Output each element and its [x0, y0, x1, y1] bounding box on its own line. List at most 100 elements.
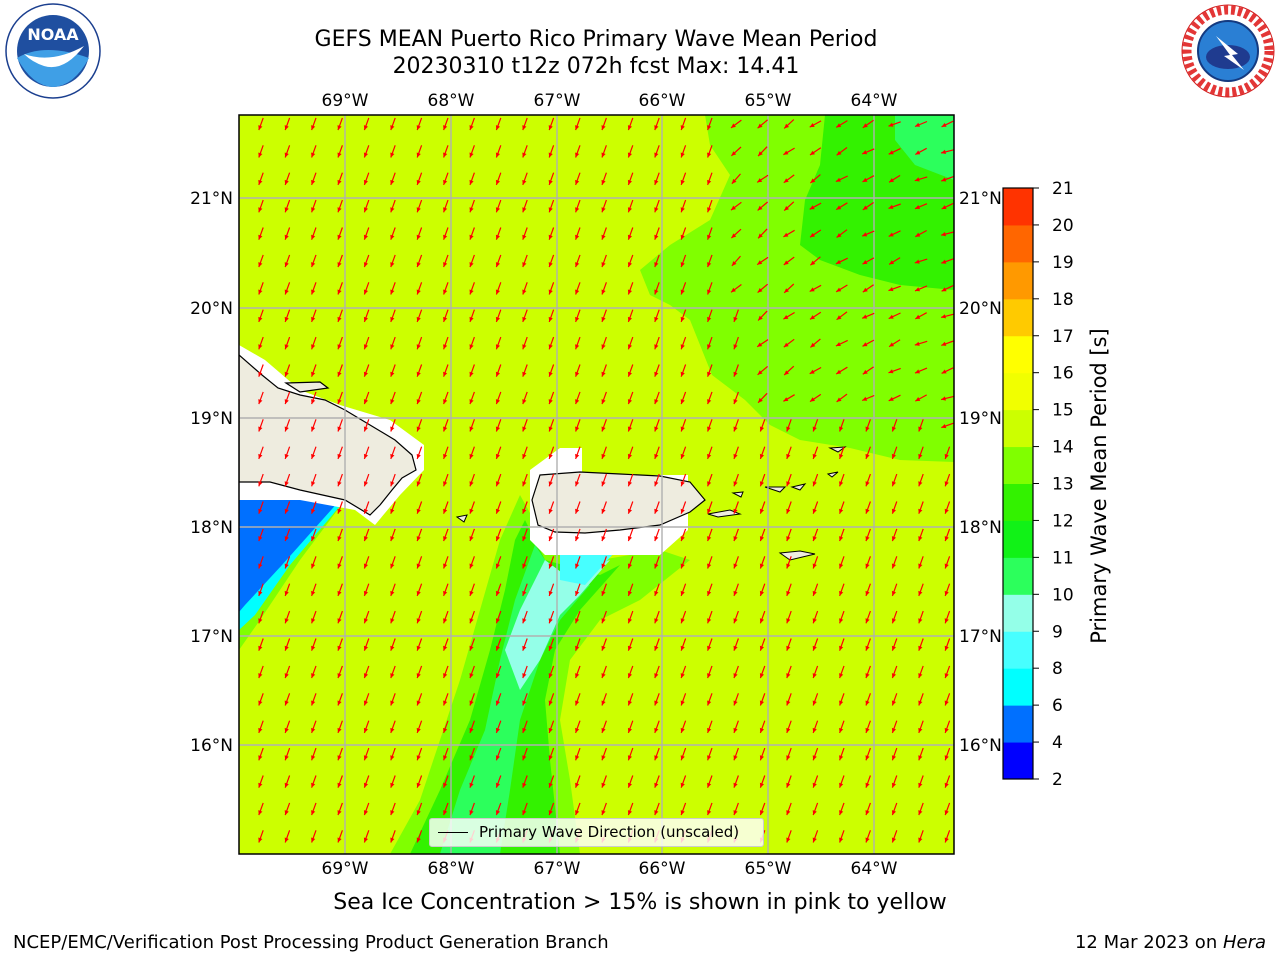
wave-direction-arrowhead [733, 618, 738, 624]
wave-direction-arrowhead [416, 727, 421, 733]
wave-direction-arrowhead [284, 673, 289, 679]
wave-direction-arrowhead [258, 755, 263, 761]
wave-direction-arrowhead [944, 590, 949, 596]
wave-direction-arrowhead [941, 314, 946, 319]
wave-direction-arrowhead [363, 179, 368, 185]
wave-direction-arrowhead [469, 700, 474, 706]
wave-direction-arrowhead [733, 673, 738, 679]
wave-direction-arrowhead [944, 810, 949, 816]
wave-direction-arrowhead [627, 125, 632, 131]
wave-direction-arrowhead [495, 399, 500, 405]
wave-direction-arrowhead [891, 453, 896, 459]
wave-direction-arrowhead [707, 810, 712, 816]
wave-direction-arrowhead [390, 590, 395, 596]
wave-direction-arrowhead [284, 508, 289, 514]
wave-direction-arrowhead [495, 727, 500, 733]
wave-direction-arrowhead [654, 563, 659, 569]
wave-direction-arrowhead [443, 727, 448, 733]
wave-direction-arrowhead [707, 727, 712, 733]
wave-direction-arrowhead [363, 810, 368, 816]
wave-direction-arrowhead [363, 426, 368, 432]
colorbar-swatch [1003, 520, 1033, 558]
wave-direction-arrowhead [759, 536, 764, 542]
wave-direction-arrowhead [759, 508, 764, 514]
wave-direction-arrowhead [337, 645, 342, 651]
wave-direction-arrowhead [469, 179, 474, 185]
wave-direction-arrowhead [812, 481, 817, 487]
wave-direction-arrowhead [337, 700, 342, 706]
wave-direction-arrowhead [548, 262, 553, 268]
wave-direction-arrowhead [891, 536, 896, 542]
wave-direction-arrowhead [601, 810, 606, 816]
colorbar-swatch [1003, 446, 1033, 484]
wave-direction-arrowhead [680, 453, 685, 459]
wave-direction-arrowhead [416, 426, 421, 432]
wave-direction-arrowhead [416, 344, 421, 350]
wave-direction-arrowhead [311, 371, 316, 377]
wave-direction-arrowhead [707, 645, 712, 651]
wave-direction-arrowhead [733, 316, 738, 322]
lat-label-right: 20°N [959, 299, 1002, 319]
wave-direction-arrowhead [786, 727, 791, 733]
wave-direction-arrowhead [759, 426, 764, 432]
wave-direction-arrowhead [390, 125, 395, 131]
wave-direction-arrowhead [654, 262, 659, 268]
colorbar [1003, 188, 1033, 780]
wave-direction-arrowhead [680, 673, 685, 679]
wave-direction-arrowhead [390, 755, 395, 761]
wave-direction-arrowhead [786, 508, 791, 514]
wave-direction-arrowhead [783, 232, 789, 237]
wave-direction-arrowhead [495, 125, 500, 131]
wave-direction-arrowhead [627, 536, 632, 542]
wave-direction-arrowhead [812, 536, 817, 542]
wave-direction-arrowhead [469, 810, 474, 816]
wave-direction-arrowhead [891, 426, 896, 432]
wave-direction-arrowhead [522, 590, 527, 596]
wave-direction-arrowhead [680, 426, 685, 432]
wave-direction-arrowhead [548, 536, 553, 542]
wave-direction-arrowhead [865, 590, 870, 596]
wave-direction-arrowhead [654, 426, 659, 432]
wave-direction-arrowhead [311, 782, 316, 788]
wave-direction-arrowhead [575, 125, 580, 131]
wave-direction-arrowhead [839, 426, 844, 432]
wave-direction-arrowhead [443, 453, 448, 459]
wave-direction-arrowhead [654, 727, 659, 733]
wave-direction-arrowhead [627, 399, 632, 405]
wave-direction-arrowhead [731, 287, 736, 293]
wave-direction-arrowhead [915, 287, 920, 292]
tortuga-island [284, 381, 330, 393]
colorbar-swatch [1003, 188, 1033, 226]
wave-direction-arrowhead [522, 645, 527, 651]
wave-direction-arrowhead [812, 590, 817, 596]
wave-direction-arrowhead [707, 618, 712, 624]
wave-direction-arrowhead [865, 426, 870, 432]
wave-direction-arrowhead [390, 207, 395, 213]
wave-direction-arrowhead [575, 810, 580, 816]
lon-label-bottom: 65°W [745, 859, 792, 879]
wave-direction-arrowhead [548, 399, 553, 405]
wave-direction-arrowhead [258, 837, 263, 843]
wave-direction-arrowhead [733, 371, 738, 377]
wave-direction-arrowhead [522, 289, 527, 295]
wave-direction-arrowhead [733, 700, 738, 706]
wave-direction-arrowhead [654, 371, 659, 377]
wave-direction-arrowhead [601, 234, 606, 240]
wave-direction-arrowhead [786, 590, 791, 596]
wave-direction-arrowhead [363, 152, 368, 158]
wave-direction-arrowhead [258, 179, 263, 185]
wave-direction-arrowhead [258, 152, 263, 158]
wave-direction-arrowhead [363, 207, 368, 213]
wave-direction-arrowhead [627, 563, 632, 569]
wave-direction-arrowhead [733, 508, 738, 514]
wave-direction-arrowhead [918, 645, 923, 651]
wave-direction-arrowhead [654, 700, 659, 706]
wave-direction-arrowhead [337, 481, 342, 487]
wave-direction-arrowhead [363, 645, 368, 651]
wave-direction-arrowhead [575, 645, 580, 651]
wave-direction-arrowhead [416, 837, 421, 843]
wave-direction-arrowhead [443, 508, 448, 514]
wave-direction-arrowhead [731, 151, 737, 156]
wave-direction-arrowhead [258, 125, 263, 131]
wave-direction-arrowhead [680, 727, 685, 733]
